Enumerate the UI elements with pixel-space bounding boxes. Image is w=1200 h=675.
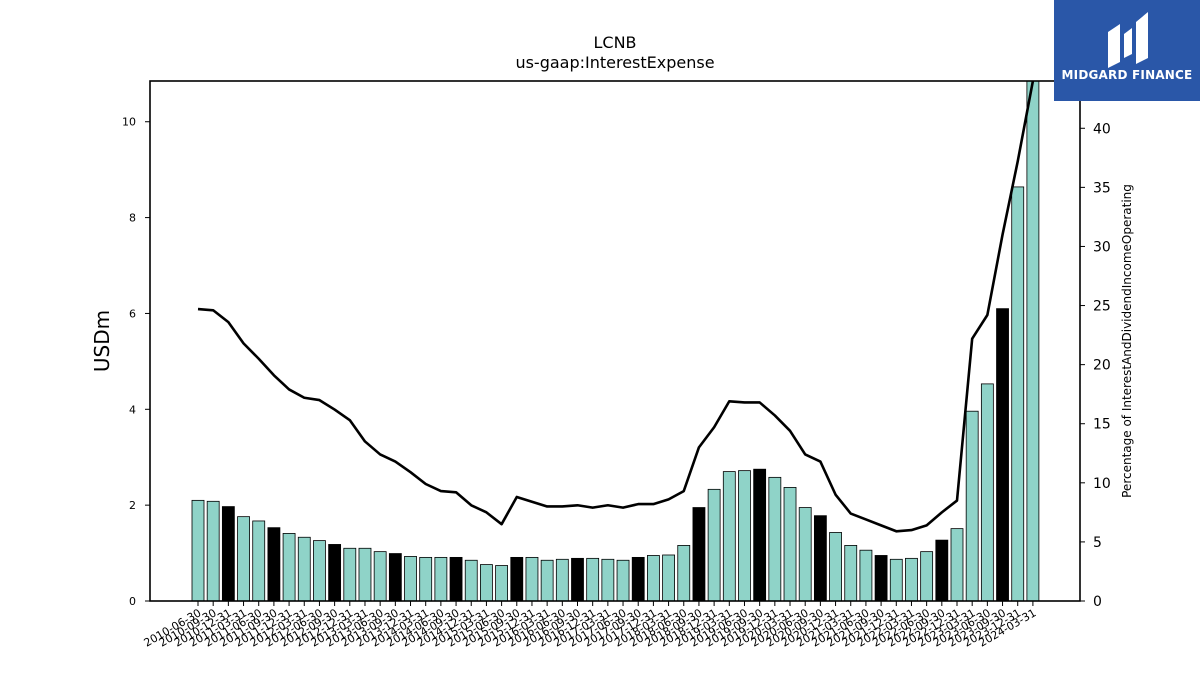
plot-frame xyxy=(149,80,1081,602)
bar xyxy=(388,553,402,602)
bar xyxy=(965,410,979,602)
y-tick-label: 8 xyxy=(129,212,136,225)
bar xyxy=(267,527,281,602)
bar xyxy=(480,564,493,602)
bar xyxy=(555,558,569,602)
bar xyxy=(252,520,266,602)
bar xyxy=(297,536,311,602)
bar xyxy=(495,565,509,602)
bar xyxy=(358,547,372,602)
bar xyxy=(464,559,478,602)
bar xyxy=(343,547,357,602)
bar xyxy=(373,551,387,602)
y2-tick-label: 10 xyxy=(1093,476,1111,492)
chart-title: LCNB xyxy=(593,33,636,52)
bar xyxy=(753,468,767,602)
bar xyxy=(722,471,736,602)
y2-tick-label: 35 xyxy=(1093,180,1111,196)
bar xyxy=(404,556,417,602)
bar xyxy=(571,557,584,602)
bar xyxy=(1011,186,1025,602)
bar xyxy=(920,551,934,602)
bar xyxy=(434,556,448,602)
bar xyxy=(540,559,554,602)
chart-subtitle: us-gaap:InterestExpense xyxy=(515,53,714,72)
y2-tick-label: 40 xyxy=(1093,121,1111,137)
bar xyxy=(707,488,721,602)
y-tick-label: 4 xyxy=(129,403,136,416)
bar xyxy=(813,515,827,602)
bar xyxy=(631,556,645,602)
y-tick-label: 0 xyxy=(129,595,136,608)
bar xyxy=(996,308,1009,602)
bar xyxy=(859,549,873,602)
bar xyxy=(980,383,994,602)
bar xyxy=(874,555,888,602)
bar xyxy=(449,556,463,602)
bar xyxy=(889,558,903,602)
midgard-logo-icon xyxy=(1108,12,1148,68)
y-axis-left: 0 2 4 6 8 10 xyxy=(122,116,150,608)
y2-tick-label: 30 xyxy=(1093,239,1111,255)
brand-name: MIDGARD FINANCE xyxy=(1061,68,1193,82)
y2-axis-label: Percentage of InterestAndDividendIncomeO… xyxy=(1120,184,1134,498)
y-tick-label: 6 xyxy=(129,307,136,320)
bar xyxy=(313,540,326,602)
y2-tick-label: 0 xyxy=(1093,594,1102,610)
y-tick-label: 2 xyxy=(129,499,136,512)
y-tick-label: 10 xyxy=(122,116,136,129)
percentage-line xyxy=(197,80,1035,533)
y2-tick-label: 25 xyxy=(1093,299,1111,315)
y2-tick-label: 5 xyxy=(1093,535,1102,551)
bar xyxy=(844,545,858,602)
bar xyxy=(950,528,964,602)
bar xyxy=(738,470,751,602)
bar xyxy=(935,539,949,602)
bar xyxy=(419,556,433,602)
y2-tick-label: 20 xyxy=(1093,358,1111,374)
bar xyxy=(905,557,918,602)
bar xyxy=(783,487,797,602)
bar xyxy=(647,555,660,602)
bar xyxy=(1026,80,1040,602)
bar xyxy=(586,557,600,602)
bar xyxy=(510,556,524,602)
x-axis: 2010-06-302010-09-302010-12-312011-03-31… xyxy=(142,601,1038,650)
y2-tick-label: 15 xyxy=(1093,417,1111,433)
bar xyxy=(601,558,615,602)
bar xyxy=(662,554,675,602)
bar xyxy=(328,544,342,602)
bar xyxy=(616,559,630,602)
bar xyxy=(829,532,842,602)
bar xyxy=(798,507,812,602)
bar xyxy=(282,533,296,602)
bar xyxy=(206,500,220,602)
line-layer xyxy=(197,80,1035,533)
bar xyxy=(525,556,539,602)
brand-logo: MIDGARD FINANCE xyxy=(1054,0,1200,101)
bar xyxy=(768,476,782,602)
bars-layer xyxy=(191,80,1040,602)
y-axis-label: USDm xyxy=(90,310,114,372)
bar xyxy=(677,545,691,602)
y-axis-right: 0 5 10 15 20 25 30 35 40 xyxy=(1080,121,1111,610)
bar xyxy=(191,499,205,602)
bar xyxy=(221,506,235,602)
bar xyxy=(237,516,250,602)
bar xyxy=(692,507,706,602)
